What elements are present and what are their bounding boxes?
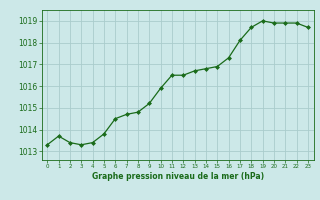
X-axis label: Graphe pression niveau de la mer (hPa): Graphe pression niveau de la mer (hPa) [92,172,264,181]
